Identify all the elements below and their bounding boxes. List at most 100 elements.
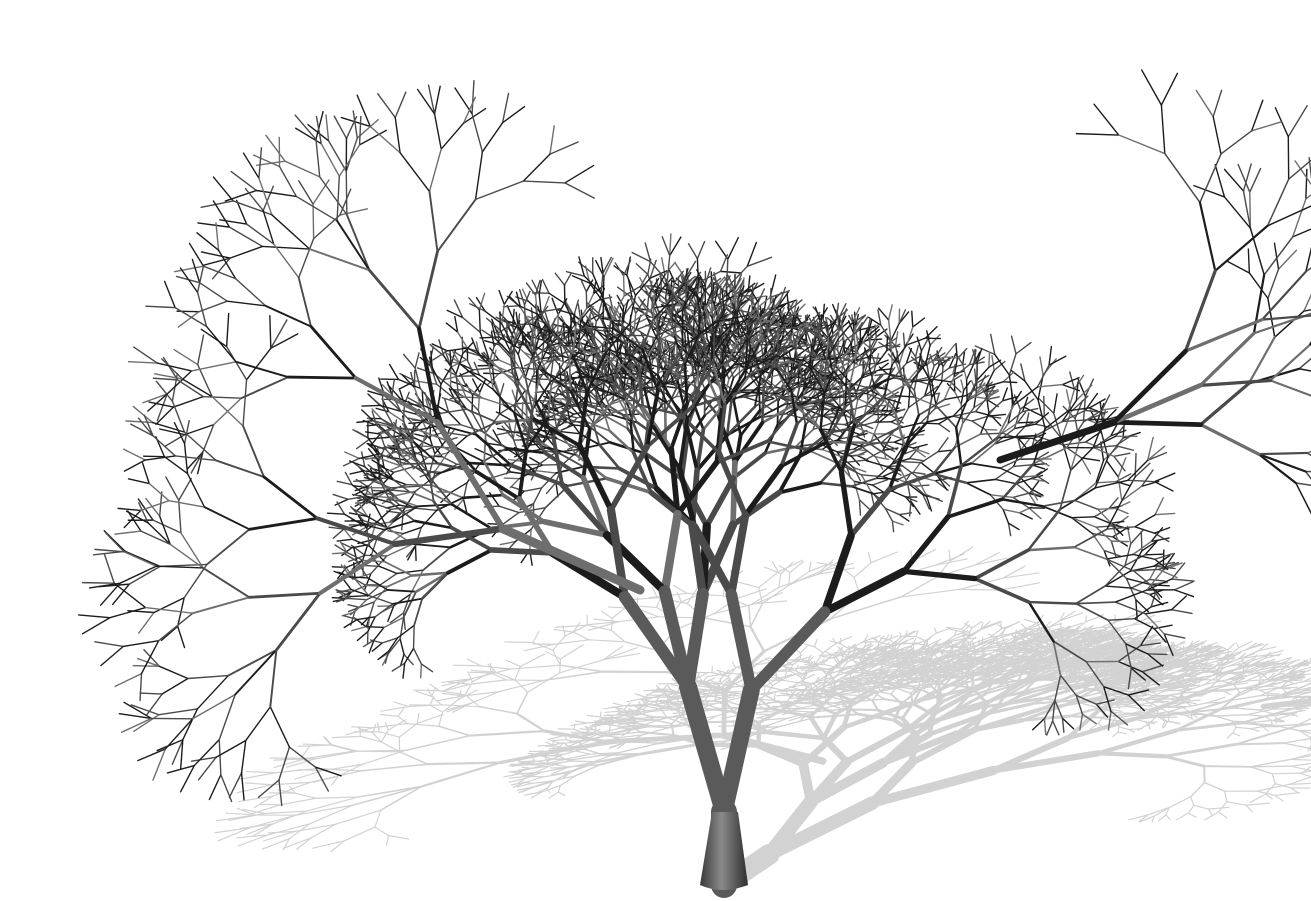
shadow-branch [603, 714, 623, 717]
shadow-branch [905, 699, 944, 732]
shadow-branch [852, 650, 855, 657]
shadow-branch [805, 756, 852, 807]
shadow-branch [504, 641, 534, 644]
shadow-branch [1071, 672, 1095, 680]
shadow-branch [1155, 694, 1175, 700]
shadow-branch [1071, 629, 1090, 637]
shadow-branch [719, 678, 722, 685]
shadow-branch [1190, 669, 1205, 672]
shadow-branch [1065, 675, 1082, 677]
shadow-branch [838, 683, 841, 689]
shadow-branch [1111, 709, 1123, 713]
shadow-branch [1115, 712, 1137, 715]
shadow-branch [1155, 676, 1179, 679]
shadow-branch [1015, 667, 1046, 687]
shadow-branch [1118, 726, 1130, 731]
shadow-branch [784, 708, 804, 712]
shadow-branch [911, 669, 934, 683]
shadow-branch [1112, 674, 1129, 678]
shadow-branch [1097, 716, 1117, 722]
shadow-branch [905, 705, 981, 732]
shadow-branch [1047, 682, 1084, 690]
shadow-branch [614, 721, 635, 723]
shadow-branch [821, 711, 839, 741]
shadow-branch [1149, 711, 1170, 716]
shadow-branch [1203, 765, 1252, 768]
shadow-branch [992, 657, 1010, 664]
shadow-branch [1080, 668, 1092, 676]
shadow-branch [646, 696, 669, 699]
shadow-branch [1119, 714, 1140, 718]
shadow-branch [769, 717, 789, 726]
shadow-branch [1272, 712, 1292, 715]
shadow-branch [1100, 626, 1122, 629]
shadow-branch [911, 637, 917, 647]
shadow-branch [1097, 714, 1106, 724]
shadow-branch [1114, 712, 1117, 721]
shadow-branch [1041, 683, 1091, 700]
shadow-branch [1117, 731, 1127, 735]
shadow-branch [651, 724, 689, 727]
shadow-branch [875, 708, 904, 721]
shadow-branch [721, 688, 727, 738]
shadow-branch [808, 663, 825, 666]
shadow-branch [834, 691, 874, 716]
shadow-branch [1112, 731, 1119, 738]
shadow-branch [1234, 742, 1285, 746]
shadow-branch [610, 617, 613, 631]
shadow-branch [1281, 686, 1298, 689]
shadow-branch [1004, 683, 1053, 698]
shadow-branch [1095, 669, 1112, 676]
shadow-branch [987, 673, 1006, 678]
shadow-branch [1071, 669, 1082, 680]
shadow-branch [1155, 698, 1168, 703]
shadow-branch [990, 670, 997, 677]
shadow-branch [826, 703, 844, 711]
shadow-branch [359, 727, 362, 737]
shadow-branch [849, 689, 873, 692]
shadow-branch [976, 697, 1044, 710]
shadow-branch [1103, 675, 1123, 681]
shadow-branch [1004, 680, 1034, 698]
shadow-branch [937, 683, 944, 704]
shadow-branch [909, 674, 920, 680]
shadow-branch [958, 675, 975, 684]
shadow-branch [452, 664, 482, 667]
shadow-branch [940, 667, 952, 677]
shadow-branch [1151, 696, 1169, 704]
shadow-branch [1096, 751, 1168, 759]
shadow-branch [879, 730, 920, 767]
shadow-branch [1135, 718, 1147, 723]
tree-shadow [214, 546, 1311, 896]
shadow-branch [995, 656, 1012, 662]
shadow-branch [791, 710, 813, 713]
shadow-branch [413, 689, 441, 692]
shadow-branch [1145, 690, 1157, 694]
shadow-branch [524, 764, 545, 766]
shadow-branch [559, 658, 562, 674]
shadow-branch [896, 687, 912, 694]
shadow-branch [1068, 704, 1111, 718]
shadow-branch [1117, 726, 1120, 733]
shadow-branch [1070, 643, 1073, 649]
shadow-branch [992, 655, 1000, 664]
shadow-branch [700, 689, 717, 691]
shadow-branch [1116, 703, 1132, 706]
shadow-branch [1052, 657, 1067, 662]
shadow-branch [794, 704, 804, 710]
shadow-branch [1271, 772, 1301, 775]
shadow-branch [1133, 693, 1150, 698]
shadow-branch [650, 700, 669, 703]
shadow-branch [940, 651, 944, 657]
shadow-branch [843, 725, 911, 766]
shadow-branch [984, 702, 1035, 716]
shadow-branch [841, 694, 861, 697]
shadow-branch [952, 691, 973, 713]
shadow-branch [775, 674, 778, 680]
shadow-branch [927, 711, 988, 737]
shadow-branch [633, 718, 654, 721]
shadow-branch [1140, 704, 1153, 707]
shadow-branch [857, 691, 876, 694]
shadow-branch [1181, 684, 1200, 689]
